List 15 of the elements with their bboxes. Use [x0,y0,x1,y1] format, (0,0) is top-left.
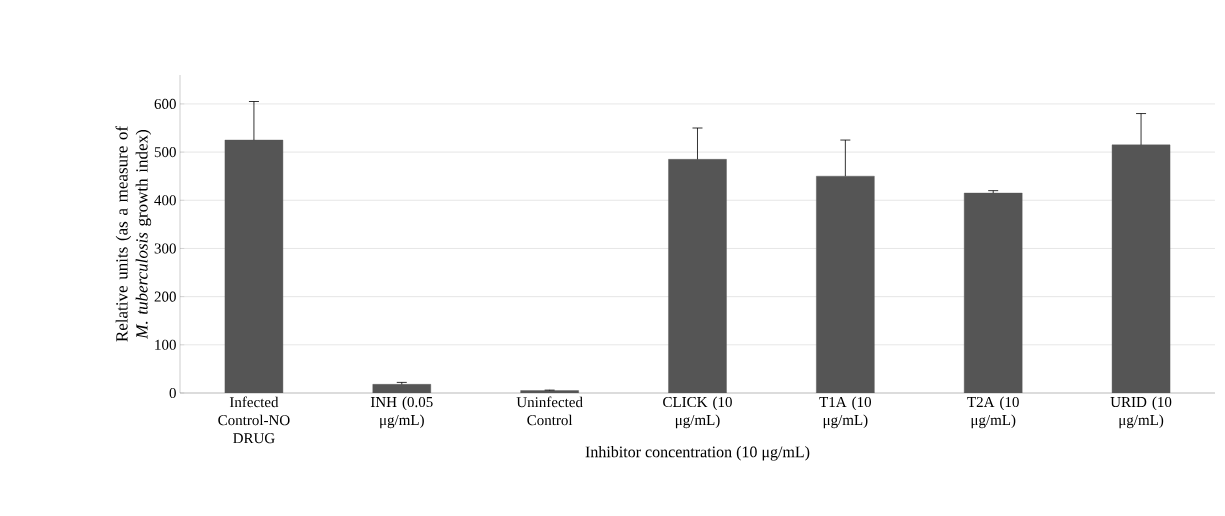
y-tick-label: 0 [169,387,176,399]
x-tick-label: T1A (10 μg/mL) [819,396,872,429]
x-tick-label: Uninfected Control [516,396,583,426]
x-tick-label: URID (10 μg/mL) [1110,396,1172,429]
y-tick-label: 200 [154,291,176,302]
x-tick-label: Infected Control-NO DRUG [218,396,290,444]
x-tick-label: INH (0.05 μg/mL) [370,396,433,429]
x-tick-label: T2A (10 μg/mL) [967,396,1019,429]
x-axis-title: Inhibitor concentration (10 μg/mL) [585,446,810,461]
x-tick-label: CLICK (10 μg/mL) [663,396,732,429]
y-tick-label: 300 [154,243,176,254]
y-tick-label: 100 [155,339,176,350]
y-tick-label: 600 [154,98,176,109]
y-tick-label: 400 [154,195,176,206]
y-tick-label: 500 [154,147,176,158]
